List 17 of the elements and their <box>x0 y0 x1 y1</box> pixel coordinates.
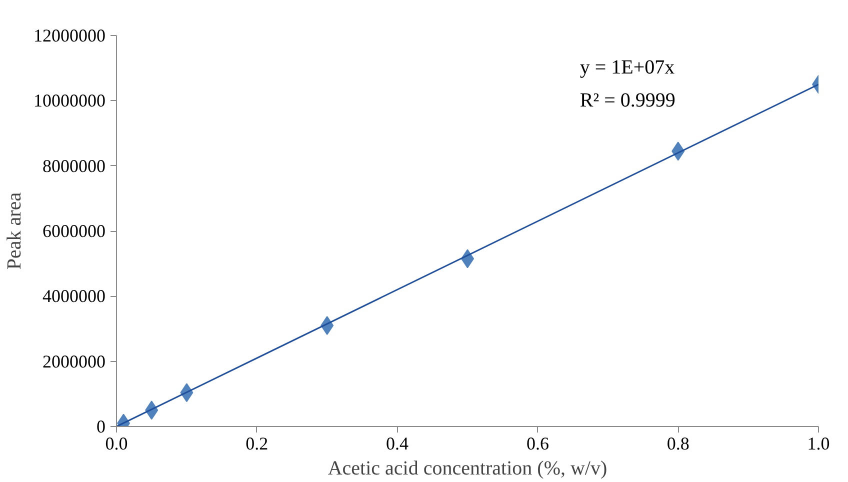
x-tick-label: 0.0 <box>105 434 128 454</box>
x-axis-title: Acetic acid concentration (%, w/v) <box>328 458 608 480</box>
annotation: y = 1E+07x <box>580 56 675 79</box>
y-axis-title: Peak area <box>4 192 26 270</box>
x-tick-label: 0.8 <box>666 434 690 454</box>
x-tick-label: 1.0 <box>807 434 830 454</box>
y-tick-label: 10000000 <box>34 90 106 111</box>
y-tick-label: 12000000 <box>34 26 106 46</box>
y-tick-label: 0 <box>96 416 106 436</box>
x-tick-label: 0.6 <box>526 434 549 454</box>
x-tick-label: 0.2 <box>246 434 268 454</box>
x-tick-label: 0.4 <box>386 434 409 454</box>
y-tick-label: 8000000 <box>42 156 106 176</box>
y-tick-label: 6000000 <box>42 221 106 241</box>
annotation: R² = 0.9999 <box>580 90 676 112</box>
y-tick-label: 2000000 <box>42 351 106 372</box>
y-tick-label: 4000000 <box>42 286 106 306</box>
